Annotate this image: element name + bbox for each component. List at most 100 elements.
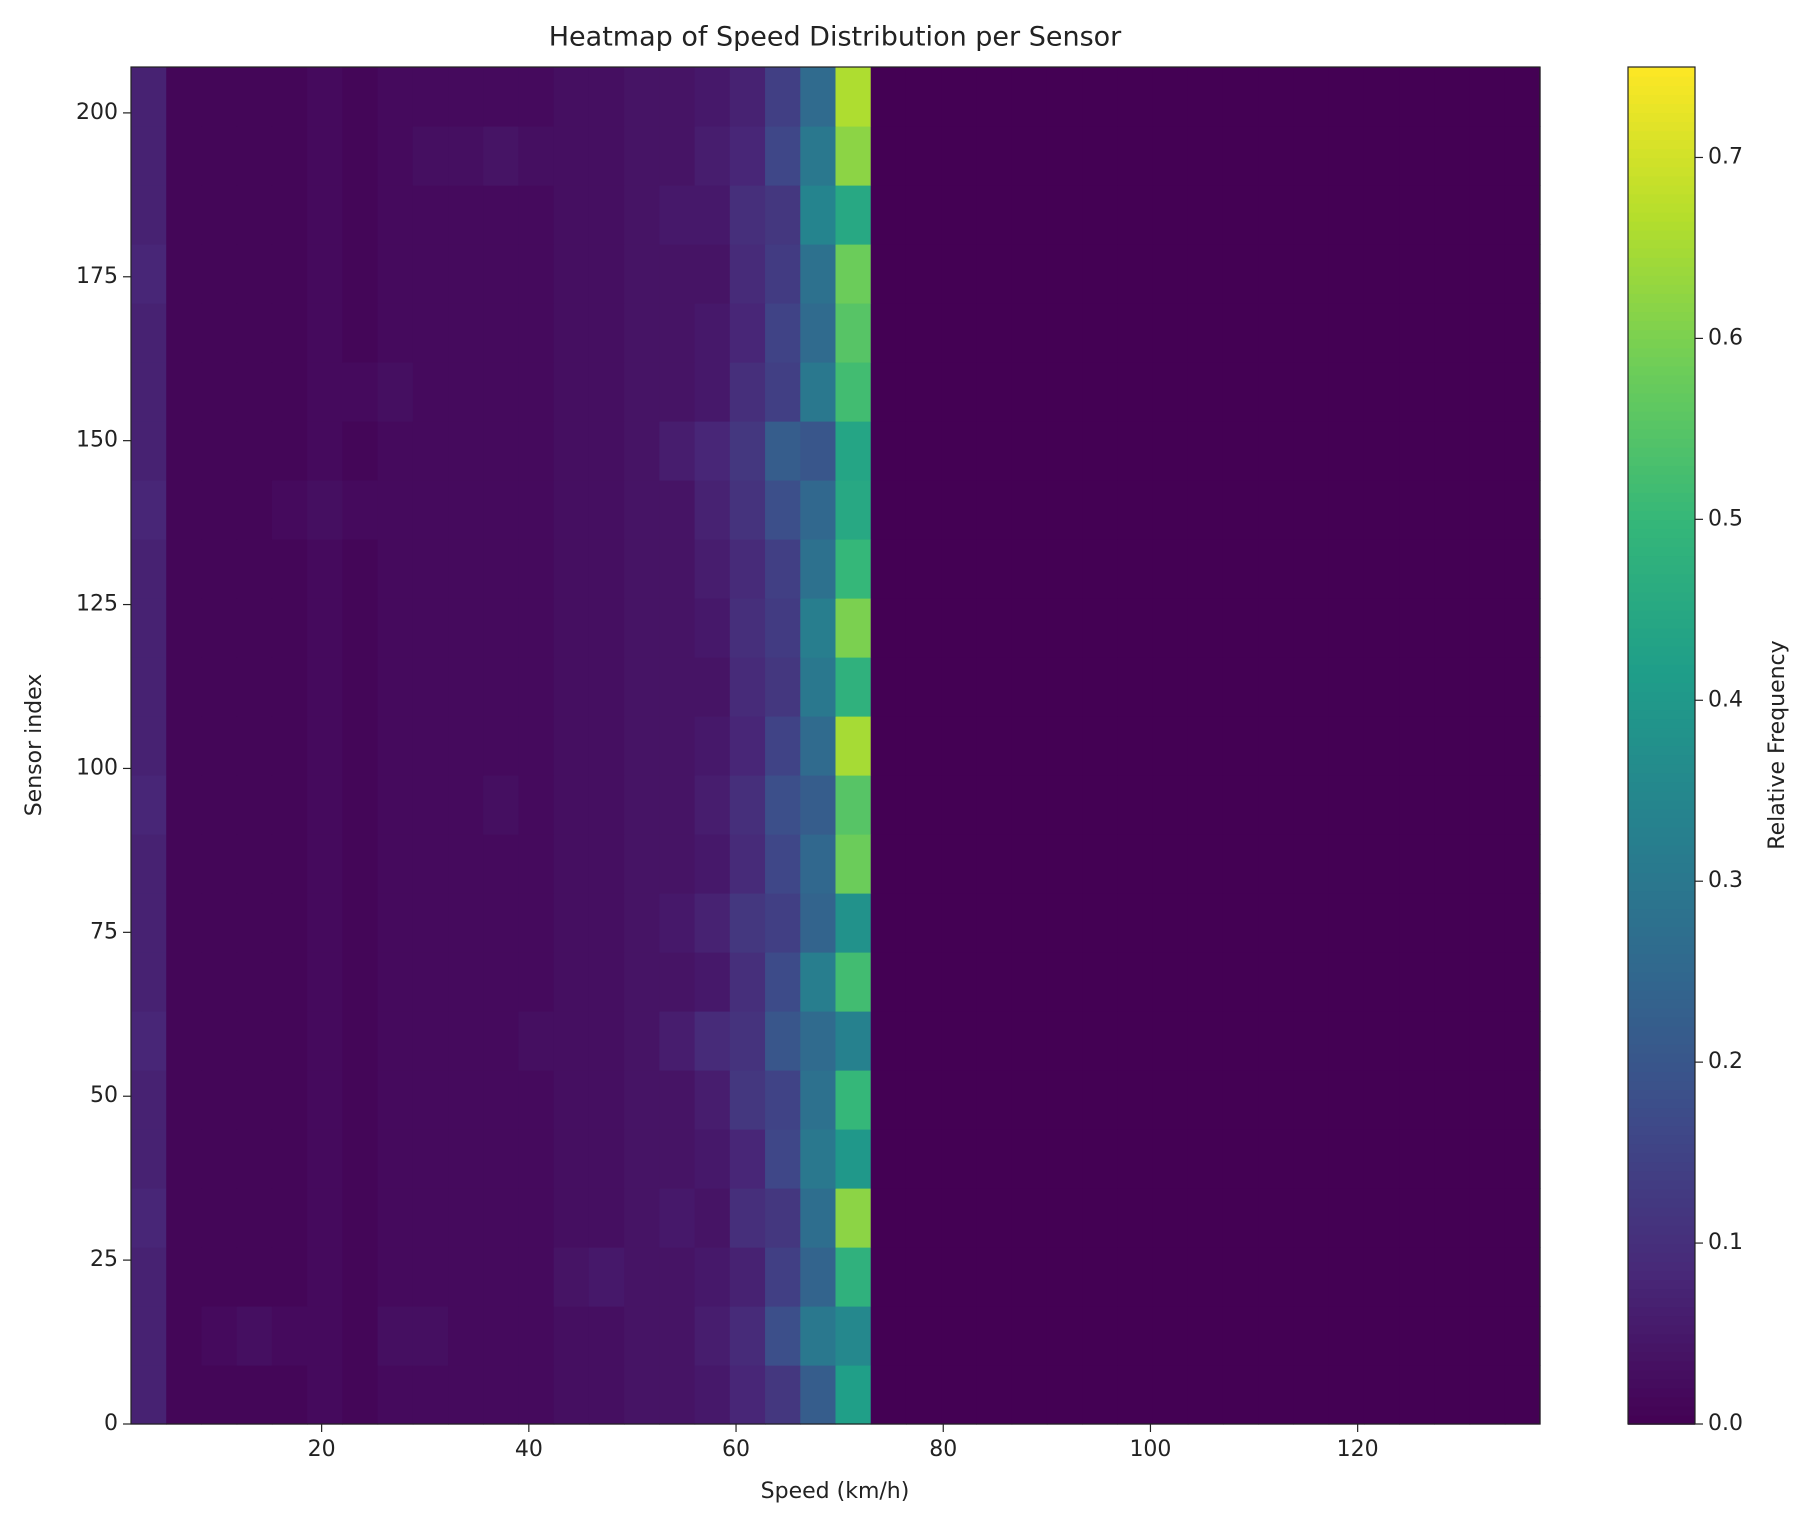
heatmap-cell — [1434, 1247, 1471, 1307]
heatmap-cell — [659, 1070, 696, 1130]
heatmap-cell — [1363, 1011, 1400, 1071]
heatmap-cell — [307, 657, 343, 717]
heatmap-cell — [553, 244, 590, 304]
colorbar-segment — [1628, 1215, 1695, 1226]
heatmap-cell — [765, 126, 801, 186]
heatmap-cell — [1011, 303, 1048, 363]
heatmap-cell — [1258, 421, 1295, 481]
heatmap-cell — [342, 1188, 379, 1248]
heatmap-cell — [941, 1070, 977, 1130]
heatmap-cell — [271, 539, 308, 599]
heatmap-cell — [976, 834, 1013, 894]
heatmap-cell — [1434, 1129, 1471, 1189]
heatmap-cell — [765, 244, 801, 304]
colorbar-segment — [1628, 112, 1695, 123]
colorbar-segment — [1628, 799, 1695, 810]
heatmap-cell — [131, 126, 167, 186]
heatmap-cell — [1293, 1011, 1330, 1071]
colorbar-segment — [1628, 275, 1695, 285]
heatmap-cell — [976, 126, 1013, 186]
colorbar-segment — [1628, 175, 1695, 186]
heatmap-cell — [1187, 1129, 1224, 1189]
heatmap-cell — [1434, 657, 1471, 717]
heatmap-cell — [236, 126, 273, 186]
heatmap-cell — [870, 244, 907, 304]
heatmap-cell — [624, 775, 660, 835]
heatmap-cell — [1293, 126, 1330, 186]
heatmap-cell — [905, 834, 942, 894]
heatmap-cell — [1399, 893, 1435, 953]
heatmap-cell — [870, 185, 907, 245]
heatmap-cell — [131, 598, 167, 658]
heatmap-cell — [1222, 1070, 1259, 1130]
heatmap-cell — [271, 657, 308, 717]
heatmap-cell — [1293, 1247, 1330, 1307]
heatmap-cell — [905, 303, 942, 363]
heatmap-cell — [307, 1011, 343, 1071]
heatmap-cell — [271, 952, 308, 1012]
colorbar-segment — [1628, 428, 1695, 439]
heatmap-cell — [588, 303, 625, 363]
heatmap-cell — [1363, 952, 1400, 1012]
colorbar-segment — [1628, 573, 1695, 584]
heatmap-cell — [1434, 303, 1471, 363]
heatmap-cell — [518, 1247, 555, 1307]
colorbar-segment — [1628, 953, 1695, 964]
heatmap-cell — [448, 303, 484, 363]
heatmap-cell — [588, 893, 625, 953]
heatmap-cell — [1258, 1188, 1295, 1248]
heatmap-cell — [518, 244, 555, 304]
heatmap-cell — [342, 952, 379, 1012]
heatmap-cell — [553, 1011, 590, 1071]
colorbar-segment — [1628, 872, 1695, 882]
colorbar-segment — [1628, 1369, 1695, 1380]
heatmap-cell — [659, 126, 696, 186]
heatmap-cell — [870, 362, 907, 422]
heatmap-cell — [1117, 893, 1154, 953]
heatmap-cell — [1117, 1247, 1154, 1307]
heatmap-cell — [553, 421, 590, 481]
heatmap-cell — [1082, 1247, 1118, 1307]
x-tick-label: 20 — [308, 1437, 336, 1462]
heatmap-cell — [271, 1070, 308, 1130]
colorbar-segment — [1628, 1034, 1695, 1045]
heatmap-cell — [483, 244, 520, 304]
heatmap-cell — [377, 185, 414, 245]
heatmap-cell — [1469, 775, 1506, 835]
heatmap-cell — [1469, 1306, 1506, 1366]
colorbar-segment — [1628, 645, 1695, 656]
heatmap-cell — [659, 1247, 696, 1307]
heatmap-cell — [1222, 657, 1259, 717]
heatmap-cell — [342, 303, 379, 363]
heatmap-cell — [377, 775, 414, 835]
x-tick-label: 100 — [1129, 1437, 1171, 1462]
heatmap-cell — [553, 657, 590, 717]
heatmap-cell — [765, 303, 801, 363]
heatmap-cell — [1469, 893, 1506, 953]
heatmap-cell — [659, 952, 696, 1012]
heatmap-cell — [870, 1365, 907, 1425]
heatmap-cell — [518, 303, 555, 363]
heatmap-cell — [941, 362, 977, 422]
heatmap-cell — [1011, 480, 1048, 540]
heatmap-cell — [1258, 952, 1295, 1012]
heatmap-cell — [659, 244, 696, 304]
heatmap-cell — [553, 126, 590, 186]
heatmap-cell — [694, 716, 731, 776]
heatmap-cell — [1504, 185, 1541, 245]
heatmap-cell — [342, 67, 379, 127]
heatmap-cell — [835, 1247, 872, 1307]
heatmap-cell — [1082, 480, 1118, 540]
heatmap-cell — [835, 1070, 872, 1130]
heatmap-cell — [518, 1129, 555, 1189]
heatmap-cell — [765, 1365, 801, 1425]
heatmap-cell — [1469, 244, 1506, 304]
colorbar-segment — [1628, 456, 1695, 466]
colorbar-segment — [1628, 1270, 1695, 1281]
heatmap-cell — [1082, 1306, 1118, 1366]
heatmap-cell — [518, 185, 555, 245]
heatmap-cell — [201, 834, 238, 894]
heatmap-cell — [307, 67, 343, 127]
heatmap-cell — [342, 1306, 379, 1366]
heatmap-cell — [624, 1188, 660, 1248]
